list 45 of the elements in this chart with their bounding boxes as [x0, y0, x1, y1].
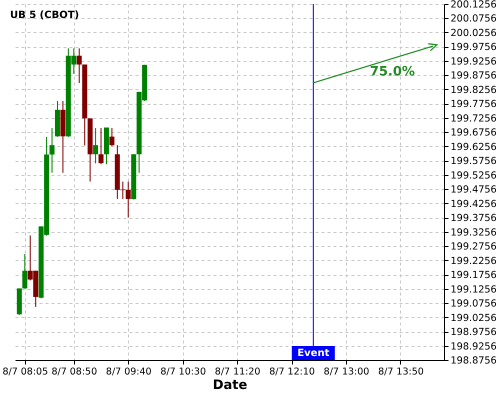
- y-tick-label: 200.0756: [450, 14, 497, 25]
- y-tick-label: 199.6256: [450, 142, 497, 153]
- annotation: 75.0%: [370, 64, 415, 80]
- candlestick: [126, 181, 131, 218]
- y-tick-label: 198.8756: [450, 356, 497, 366]
- ref-line-label: Event: [297, 348, 330, 359]
- y-tick-label: 199.8256: [450, 84, 497, 96]
- y-tick-label: 199.1256: [450, 284, 497, 296]
- y-tick-label: 199.0256: [450, 312, 497, 324]
- y-tick-label: 199.4256: [450, 198, 497, 210]
- y-tick-label: 199.1756: [450, 270, 497, 282]
- y-tick-label: 198.9756: [450, 327, 497, 338]
- x-tick-label: 8/7 08:50: [51, 366, 98, 378]
- y-tick-label: 199.7256: [450, 113, 497, 124]
- y-tick-label: 199.8756: [450, 70, 497, 82]
- candlestick: [22, 253, 28, 290]
- x-tick-label: 8/7 12:10: [269, 366, 315, 378]
- x-tick-label: 8/7 13:50: [378, 366, 424, 378]
- y-tick-label: 198.9256: [450, 341, 497, 352]
- y-tick-label: 199.2256: [450, 256, 497, 267]
- x-tick-label: 8/7 11:20: [214, 366, 260, 378]
- y-tick-label: 199.6756: [450, 128, 497, 139]
- x-axis-title: Date: [212, 378, 248, 393]
- candlestick: [50, 128, 55, 174]
- candlestick: [98, 128, 104, 165]
- y-tick-label: 199.0756: [450, 298, 497, 310]
- text: UB 5 (CBOT): [10, 10, 80, 21]
- y-tick-label: 199.5756: [450, 156, 497, 168]
- y-tick-label: 200.1256: [450, 0, 497, 10]
- candlestick: [76, 48, 82, 84]
- candlestick: [93, 128, 98, 164]
- y-tick-label: 199.3256: [450, 227, 497, 238]
- candlestick: [109, 128, 114, 147]
- y-tick-label: 199.2756: [450, 242, 497, 253]
- y-tick-label: 199.9756: [450, 42, 497, 54]
- x-tick-label: 8/7 13:00: [324, 366, 370, 378]
- y-tick-label: 199.3756: [450, 213, 497, 224]
- y-tick-label: 199.9256: [450, 56, 497, 68]
- y-tick-label: 199.7756: [450, 99, 497, 110]
- y-tick-label: 199.5256: [450, 170, 497, 182]
- y-tick-label: 199.4756: [450, 184, 497, 196]
- y-tick-label: 200.0256: [450, 28, 497, 39]
- x-tick-label: 8/7 08:05: [2, 366, 48, 378]
- x-tick-label: 8/7 09:40: [106, 366, 152, 378]
- x-tick-label: 8/7 10:30: [160, 366, 206, 378]
